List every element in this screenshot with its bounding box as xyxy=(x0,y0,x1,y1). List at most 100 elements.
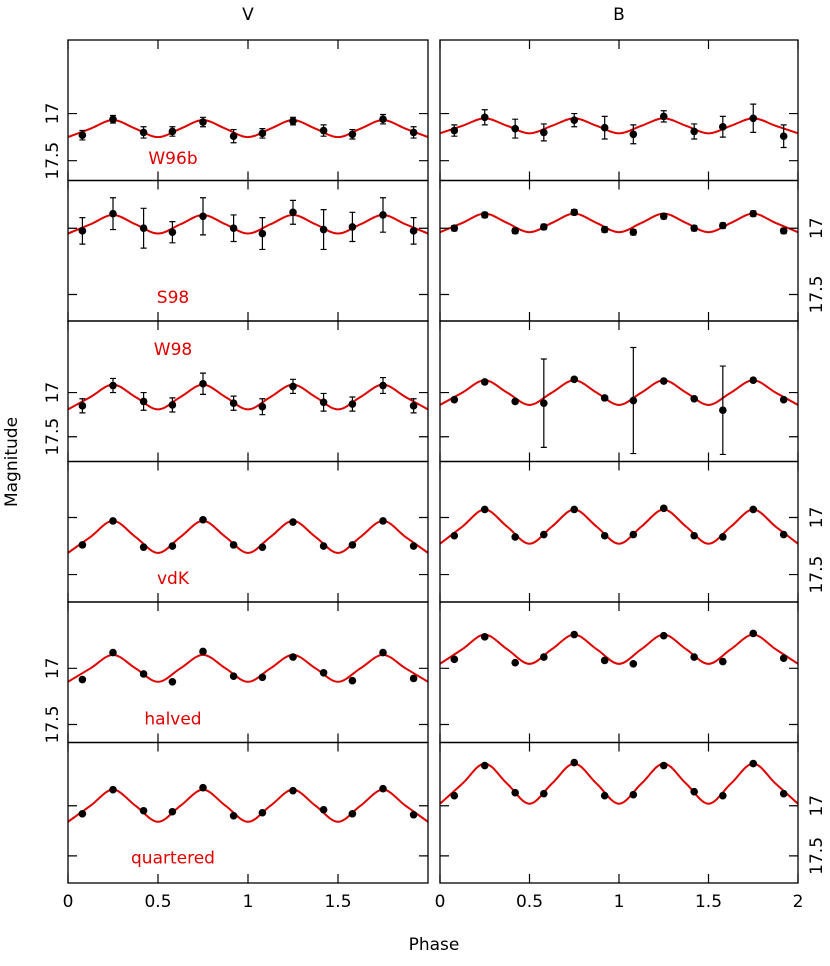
data-point xyxy=(139,543,148,551)
data-point xyxy=(258,673,267,682)
data-point xyxy=(659,761,668,770)
data-point xyxy=(78,131,87,140)
model-curve xyxy=(68,653,428,683)
data-point xyxy=(600,531,609,540)
x-tick-label: 1 xyxy=(614,892,625,912)
data-point xyxy=(289,117,297,125)
data-point xyxy=(779,395,788,404)
data-point xyxy=(690,127,698,136)
data-point xyxy=(409,128,418,137)
data-point xyxy=(450,655,459,664)
data-point xyxy=(109,381,117,390)
data-point xyxy=(749,376,758,385)
data-point xyxy=(749,759,758,768)
data-point xyxy=(379,381,387,390)
panel-frame xyxy=(439,320,799,463)
panel-frame xyxy=(439,179,799,322)
data-point xyxy=(109,209,117,218)
data-point xyxy=(600,123,609,132)
data-point xyxy=(659,631,668,640)
data-point xyxy=(199,647,207,656)
data-point xyxy=(719,406,727,415)
panel-plot xyxy=(440,346,798,456)
x-tick-label: 1.5 xyxy=(324,892,351,912)
data-point xyxy=(570,758,579,767)
data-point xyxy=(511,658,519,667)
y-tick-label: 17.5 xyxy=(807,556,827,594)
data-point xyxy=(629,790,638,799)
data-point xyxy=(319,398,328,407)
data-point xyxy=(319,126,328,135)
panel-label: W98 xyxy=(154,340,192,360)
panel-plot xyxy=(68,372,428,416)
data-point xyxy=(570,630,579,639)
data-point xyxy=(78,675,87,684)
data-point xyxy=(690,653,698,661)
data-point xyxy=(168,401,177,409)
data-point xyxy=(379,115,387,124)
data-point xyxy=(289,653,297,661)
data-point xyxy=(258,808,267,817)
data-point xyxy=(348,809,357,818)
data-point xyxy=(78,541,87,549)
data-point xyxy=(258,543,267,551)
y-tick-label: 17 xyxy=(807,795,827,817)
model-curve xyxy=(68,383,428,411)
panel-frame xyxy=(67,601,429,744)
data-point xyxy=(659,212,668,221)
data-point xyxy=(480,211,489,219)
data-point xyxy=(779,789,788,798)
data-point xyxy=(450,224,459,233)
data-point xyxy=(109,785,117,794)
model-curve xyxy=(68,119,428,139)
data-point xyxy=(199,212,207,221)
model-curve xyxy=(440,508,798,545)
column-title: V xyxy=(242,5,254,25)
data-point xyxy=(168,678,177,686)
data-point xyxy=(540,530,548,539)
y-tick-label: 17 xyxy=(43,657,63,679)
data-point xyxy=(409,810,418,819)
panel-frame xyxy=(439,601,799,744)
panel-label: quartered xyxy=(131,849,215,869)
data-point xyxy=(199,783,207,792)
data-point xyxy=(719,221,727,230)
data-point xyxy=(109,115,117,124)
data-point xyxy=(690,394,698,403)
data-point xyxy=(348,400,357,408)
data-point xyxy=(78,809,87,818)
data-point xyxy=(659,377,668,385)
y-tick-label: 17.5 xyxy=(807,276,827,314)
data-point xyxy=(690,224,698,233)
data-point xyxy=(629,130,638,139)
panel-frame xyxy=(439,460,799,603)
data-point xyxy=(229,132,238,140)
data-point xyxy=(719,122,727,131)
data-point xyxy=(629,228,638,236)
data-point xyxy=(450,126,459,135)
y-tick-label: 17 xyxy=(43,103,63,125)
data-point xyxy=(511,533,519,541)
data-point xyxy=(109,517,117,525)
data-point xyxy=(319,542,328,550)
data-point xyxy=(511,227,519,235)
data-point xyxy=(570,505,579,514)
data-point xyxy=(168,542,177,550)
data-point xyxy=(199,515,207,524)
panel-plot xyxy=(440,103,798,149)
data-point xyxy=(348,541,357,549)
data-point xyxy=(409,542,418,550)
model-curve xyxy=(440,633,798,665)
data-point xyxy=(409,227,418,235)
data-point xyxy=(480,378,489,386)
data-point xyxy=(480,633,489,641)
y-tick-label: 17.5 xyxy=(43,418,63,456)
data-point xyxy=(719,533,727,541)
data-point xyxy=(719,657,727,666)
data-point xyxy=(168,127,177,136)
data-point xyxy=(199,379,207,388)
y-tick-label: 17.5 xyxy=(43,706,63,744)
data-point xyxy=(258,402,267,411)
data-point xyxy=(289,518,297,526)
